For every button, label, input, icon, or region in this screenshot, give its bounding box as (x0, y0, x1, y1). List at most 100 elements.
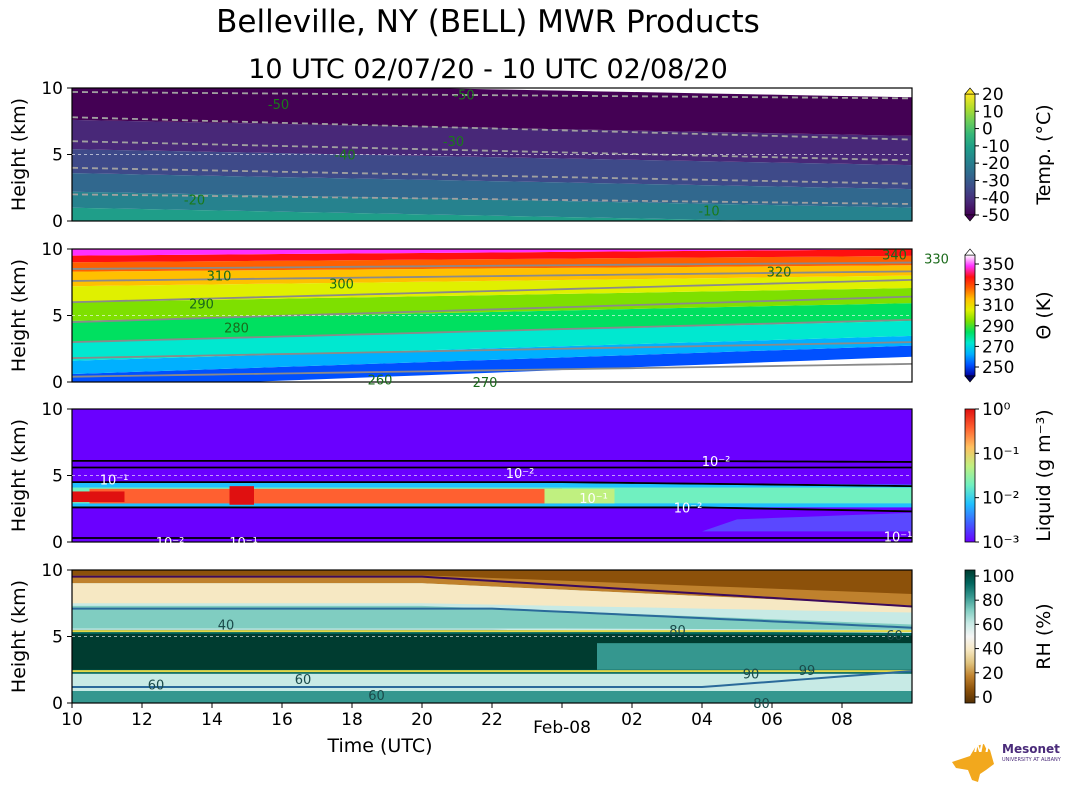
y-axis-label: Height (km) (8, 580, 30, 693)
contour-label: 340 (882, 248, 907, 263)
contour-label: 10⁻² (156, 536, 185, 551)
contour-label: -40 (334, 149, 355, 164)
contour-label: 10⁻¹ (884, 531, 913, 546)
y-tick-label: 5 (52, 146, 63, 166)
x-tick-label: 12 (131, 710, 153, 730)
contour-label: 90 (743, 668, 760, 683)
colorbar-extend-bottom (964, 214, 976, 222)
colorbar-tick-label: 20 (982, 664, 1004, 684)
theta-contour (72, 270, 912, 282)
colorbar-label: Temp. (°C) (1033, 104, 1055, 205)
colorbar-tick-label: 270 (982, 337, 1014, 357)
theta-band (72, 320, 912, 361)
y-axis-label: Height (km) (8, 98, 30, 211)
rh-patch (597, 643, 912, 670)
colorbar-tick-label: -10 (982, 137, 1010, 157)
x-tick-label: 14 (201, 710, 223, 730)
figure-subtitle: 10 UTC 02/07/20 - 10 UTC 02/08/20 (248, 54, 728, 85)
rh-contour (72, 607, 912, 629)
colorbar-bar (964, 569, 976, 704)
colorbar-4: 100 80 60 40 20 0 RH (%) (964, 567, 1055, 708)
colorbar-tick-label: 40 (982, 640, 1004, 660)
liquid-contour (72, 506, 912, 513)
theta-contour (72, 363, 912, 378)
rh-band (72, 570, 912, 594)
colorbar-tick-label: 10⁻² (982, 489, 1019, 509)
temp-band (72, 119, 912, 166)
y-axis-label: Height (km) (8, 419, 30, 532)
rh-band (72, 583, 912, 613)
colorbar-tick-label: 0 (982, 688, 993, 708)
theta-contour (72, 295, 912, 324)
contour-label: 60 (886, 629, 903, 644)
contour-label: 10⁻² (506, 467, 535, 482)
x-tick-label: 16 (271, 710, 293, 730)
x-tick-label: 08 (831, 710, 853, 730)
colorbar-extend-bottom (964, 375, 976, 383)
temp-contour (72, 91, 912, 100)
liquid-contour (72, 481, 912, 488)
liquid-core-spot (229, 486, 254, 505)
contour-label: 60 (295, 673, 312, 688)
contour-label: 270 (473, 376, 498, 391)
colorbar-tick-label: -50 (982, 206, 1010, 226)
rh-band (72, 605, 912, 630)
contour-label: 290 (189, 298, 214, 313)
theta-band (72, 249, 912, 263)
x-tick-label: 22 (481, 710, 503, 730)
y-tick-label: 5 (52, 307, 63, 327)
temp-contour (72, 116, 912, 141)
nys-mesonet-logo (952, 744, 994, 782)
theta-band (72, 303, 912, 343)
colorbar-tick-label: -20 (982, 154, 1010, 174)
temp-band (72, 88, 912, 136)
colorbar-tick-label: -30 (982, 171, 1010, 191)
colorbar-tick-label: 250 (982, 358, 1014, 378)
colorbar-bar (964, 93, 976, 216)
theta-contour (72, 261, 912, 270)
y-tick-label: 10 (41, 240, 63, 260)
colorbar-label: Θ (K) (1033, 291, 1055, 339)
panel-4: 0 5 10 Height (km) 80 60 40 90 99 60 60 60 80 100 80 60… (8, 561, 1055, 714)
colorbar-tick-label: 290 (982, 317, 1014, 337)
colorbar-tick-label: 100 (982, 567, 1014, 587)
contour-label: -20 (184, 194, 205, 209)
x-tick-label: 02 (621, 710, 643, 730)
logo-brand: Mesonet (1002, 742, 1060, 756)
x-tick-label: 04 (691, 710, 713, 730)
contour-label: 60 (368, 689, 385, 704)
colorbar-tick-label: 0 (982, 120, 993, 140)
colorbar-tick-label: 310 (982, 296, 1014, 316)
temp-band (72, 207, 912, 221)
contour-label: 99 (799, 664, 816, 679)
contour-label: -30 (443, 135, 464, 150)
contour-label: 10⁻² (674, 501, 703, 516)
temp-contour (72, 193, 912, 205)
colorbar-tick-label: 350 (982, 255, 1014, 275)
colorbar-tick-label: 10⁰ (982, 400, 1011, 420)
logo-prefix: NYS (974, 742, 1000, 755)
panel-1-field (72, 88, 912, 221)
x-axis-label: Time (UTC) (326, 735, 432, 757)
theta-band (72, 275, 912, 303)
contour-label: 80 (753, 697, 770, 712)
temp-band (72, 191, 912, 221)
contour-label: 40 (218, 619, 235, 634)
contour-label: 320 (767, 266, 792, 281)
x-tick-label: 18 (341, 710, 363, 730)
contour-label: 310 (207, 270, 232, 285)
x-tick-label: 06 (761, 710, 783, 730)
contour-label: 60 (148, 678, 165, 693)
liquid-contour (72, 459, 912, 463)
theta-contour (72, 278, 912, 304)
theta-contour (72, 341, 912, 359)
contour-label: 300 (329, 278, 354, 293)
y-axis-label: Height (km) (8, 259, 30, 372)
panel-2-field (72, 249, 912, 382)
y-tick-label: 0 (52, 533, 63, 553)
x-tick-label: 20 (411, 710, 433, 730)
